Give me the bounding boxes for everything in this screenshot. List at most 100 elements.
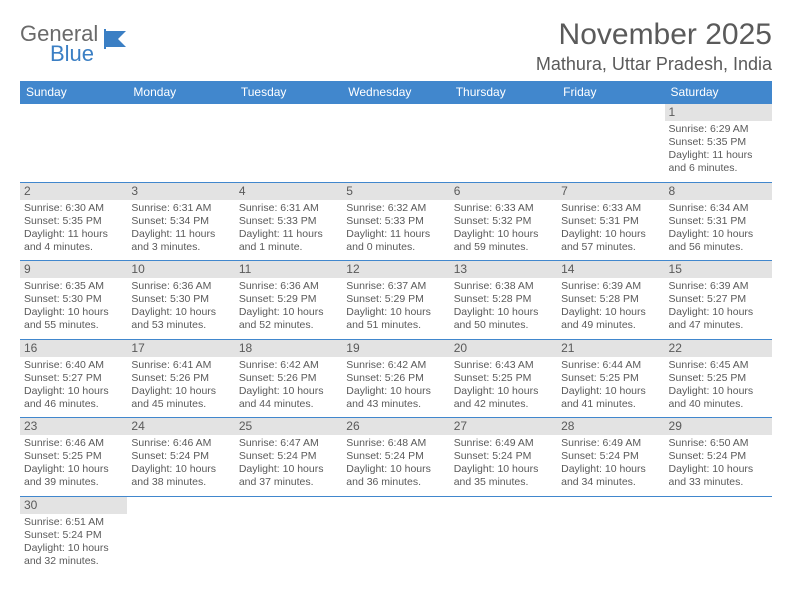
- daylight: Daylight: 10 hours and 49 minutes.: [561, 306, 660, 332]
- sunset: Sunset: 5:24 PM: [561, 450, 660, 463]
- day-number: 21: [557, 340, 664, 357]
- day-cell: 13 Sunrise: 6:38 AMSunset: 5:28 PMDayligh…: [450, 261, 557, 340]
- logo-line2: Blue: [20, 44, 98, 64]
- daylight: Daylight: 10 hours and 42 minutes.: [454, 385, 553, 411]
- sunset: Sunset: 5:35 PM: [669, 136, 768, 149]
- sunrise: Sunrise: 6:38 AM: [454, 280, 553, 293]
- sunrise: Sunrise: 6:33 AM: [561, 202, 660, 215]
- weekday-header: Sunday: [20, 81, 127, 104]
- day-details: Sunrise: 6:38 AMSunset: 5:28 PMDaylight:…: [454, 280, 553, 333]
- daylight: Daylight: 10 hours and 56 minutes.: [669, 228, 768, 254]
- day-cell: 21Sunrise: 6:44 AMSunset: 5:25 PMDayligh…: [557, 339, 664, 418]
- day-number: 2: [20, 183, 127, 200]
- day-cell: 18Sunrise: 6:42 AMSunset: 5:26 PMDayligh…: [235, 339, 342, 418]
- sunset: Sunset: 5:28 PM: [561, 293, 660, 306]
- day-number: 9: [20, 261, 127, 278]
- daylight: Daylight: 10 hours and 59 minutes.: [454, 228, 553, 254]
- page: General Blue November 2025 Mathura, Utta…: [0, 0, 792, 584]
- empty-cell: [557, 496, 664, 574]
- day-number: 15: [665, 261, 772, 278]
- sunset: Sunset: 5:24 PM: [454, 450, 553, 463]
- sunrise: Sunrise: 6:42 AM: [346, 359, 445, 372]
- daylight: Daylight: 10 hours and 45 minutes.: [131, 385, 230, 411]
- sunrise: Sunrise: 6:41 AM: [131, 359, 230, 372]
- day-details: Sunrise: 6:42 AMSunset: 5:26 PMDaylight:…: [346, 359, 445, 412]
- day-cell: 10 Sunrise: 6:36 AMSunset: 5:30 PMDayligh…: [127, 261, 234, 340]
- sunset: Sunset: 5:25 PM: [24, 450, 123, 463]
- day-cell: 30Sunrise: 6:51 AMSunset: 5:24 PMDayligh…: [20, 496, 127, 574]
- sunrise: Sunrise: 6:46 AM: [24, 437, 123, 450]
- sunrise: Sunrise: 6:50 AM: [669, 437, 768, 450]
- day-cell: 3Sunrise: 6:31 AMSunset: 5:34 PMDaylight…: [127, 182, 234, 261]
- empty-cell: [127, 104, 234, 182]
- day-number: 13: [450, 261, 557, 278]
- sunset: Sunset: 5:24 PM: [24, 529, 123, 542]
- sunset: Sunset: 5:25 PM: [669, 372, 768, 385]
- day-cell: 17Sunrise: 6:41 AMSunset: 5:26 PMDayligh…: [127, 339, 234, 418]
- day-number: 18: [235, 340, 342, 357]
- sunrise: Sunrise: 6:45 AM: [669, 359, 768, 372]
- day-cell: 1Sunrise: 6:29 AMSunset: 5:35 PMDaylight…: [665, 104, 772, 182]
- calendar-row: 23Sunrise: 6:46 AMSunset: 5:25 PMDayligh…: [20, 418, 772, 497]
- sunrise: Sunrise: 6:36 AM: [131, 280, 230, 293]
- day-details: Sunrise: 6:48 AMSunset: 5:24 PMDaylight:…: [346, 437, 445, 490]
- day-number: 10: [127, 261, 234, 278]
- day-details: Sunrise: 6:31 AMSunset: 5:34 PMDaylight:…: [131, 202, 230, 255]
- day-details: Sunrise: 6:33 AMSunset: 5:32 PMDaylight:…: [454, 202, 553, 255]
- day-cell: 14Sunrise: 6:39 AMSunset: 5:28 PMDayligh…: [557, 261, 664, 340]
- flag-icon: [104, 29, 132, 54]
- day-details: Sunrise: 6:34 AMSunset: 5:31 PMDaylight:…: [669, 202, 768, 255]
- day-number: 11: [235, 261, 342, 278]
- day-details: Sunrise: 6:36 AMSunset: 5:30 PMDaylight:…: [131, 280, 230, 333]
- day-cell: 7 Sunrise: 6:33 AMSunset: 5:31 PMDaylight…: [557, 182, 664, 261]
- calendar-body: 1Sunrise: 6:29 AMSunset: 5:35 PMDaylight…: [20, 104, 772, 574]
- weekday-header: Saturday: [665, 81, 772, 104]
- calendar-row: 1Sunrise: 6:29 AMSunset: 5:35 PMDaylight…: [20, 104, 772, 182]
- sunset: Sunset: 5:24 PM: [346, 450, 445, 463]
- empty-cell: [557, 104, 664, 182]
- sunrise: Sunrise: 6:42 AM: [239, 359, 338, 372]
- empty-cell: [665, 496, 772, 574]
- sunset: Sunset: 5:25 PM: [454, 372, 553, 385]
- day-cell: 12Sunrise: 6:37 AMSunset: 5:29 PMDayligh…: [342, 261, 449, 340]
- daylight: Daylight: 11 hours and 6 minutes.: [669, 149, 768, 175]
- day-cell: 11Sunrise: 6:36 AMSunset: 5:29 PMDayligh…: [235, 261, 342, 340]
- sunrise: Sunrise: 6:30 AM: [24, 202, 123, 215]
- daylight: Daylight: 10 hours and 57 minutes.: [561, 228, 660, 254]
- daylight: Daylight: 10 hours and 33 minutes.: [669, 463, 768, 489]
- day-cell: 29Sunrise: 6:50 AMSunset: 5:24 PMDayligh…: [665, 418, 772, 497]
- sunrise: Sunrise: 6:36 AM: [239, 280, 338, 293]
- empty-cell: [342, 104, 449, 182]
- weekday-header: Wednesday: [342, 81, 449, 104]
- daylight: Daylight: 10 hours and 34 minutes.: [561, 463, 660, 489]
- daylight: Daylight: 10 hours and 55 minutes.: [24, 306, 123, 332]
- day-details: Sunrise: 6:50 AMSunset: 5:24 PMDaylight:…: [669, 437, 768, 490]
- daylight: Daylight: 10 hours and 41 minutes.: [561, 385, 660, 411]
- daylight: Daylight: 10 hours and 37 minutes.: [239, 463, 338, 489]
- day-number: 16: [20, 340, 127, 357]
- day-cell: 25Sunrise: 6:47 AMSunset: 5:24 PMDayligh…: [235, 418, 342, 497]
- sunset: Sunset: 5:27 PM: [24, 372, 123, 385]
- day-number: 27: [450, 418, 557, 435]
- daylight: Daylight: 10 hours and 50 minutes.: [454, 306, 553, 332]
- daylight: Daylight: 10 hours and 32 minutes.: [24, 542, 123, 568]
- daylight: Daylight: 10 hours and 43 minutes.: [346, 385, 445, 411]
- daylight: Daylight: 10 hours and 38 minutes.: [131, 463, 230, 489]
- calendar-row: 2Sunrise: 6:30 AMSunset: 5:35 PMDaylight…: [20, 182, 772, 261]
- day-details: Sunrise: 6:32 AMSunset: 5:33 PMDaylight:…: [346, 202, 445, 255]
- empty-cell: [342, 496, 449, 574]
- empty-cell: [20, 104, 127, 182]
- day-number: 8: [665, 183, 772, 200]
- calendar-row: 30Sunrise: 6:51 AMSunset: 5:24 PMDayligh…: [20, 496, 772, 574]
- sunset: Sunset: 5:31 PM: [561, 215, 660, 228]
- day-number: 7: [557, 183, 664, 200]
- daylight: Daylight: 11 hours and 4 minutes.: [24, 228, 123, 254]
- empty-cell: [450, 104, 557, 182]
- day-number: 22: [665, 340, 772, 357]
- sunrise: Sunrise: 6:47 AM: [239, 437, 338, 450]
- day-cell: 6Sunrise: 6:33 AMSunset: 5:32 PMDaylight…: [450, 182, 557, 261]
- day-cell: 4Sunrise: 6:31 AMSunset: 5:33 PMDaylight…: [235, 182, 342, 261]
- day-details: Sunrise: 6:46 AMSunset: 5:25 PMDaylight:…: [24, 437, 123, 490]
- daylight: Daylight: 11 hours and 0 minutes.: [346, 228, 445, 254]
- day-cell: 28Sunrise: 6:49 AMSunset: 5:24 PMDayligh…: [557, 418, 664, 497]
